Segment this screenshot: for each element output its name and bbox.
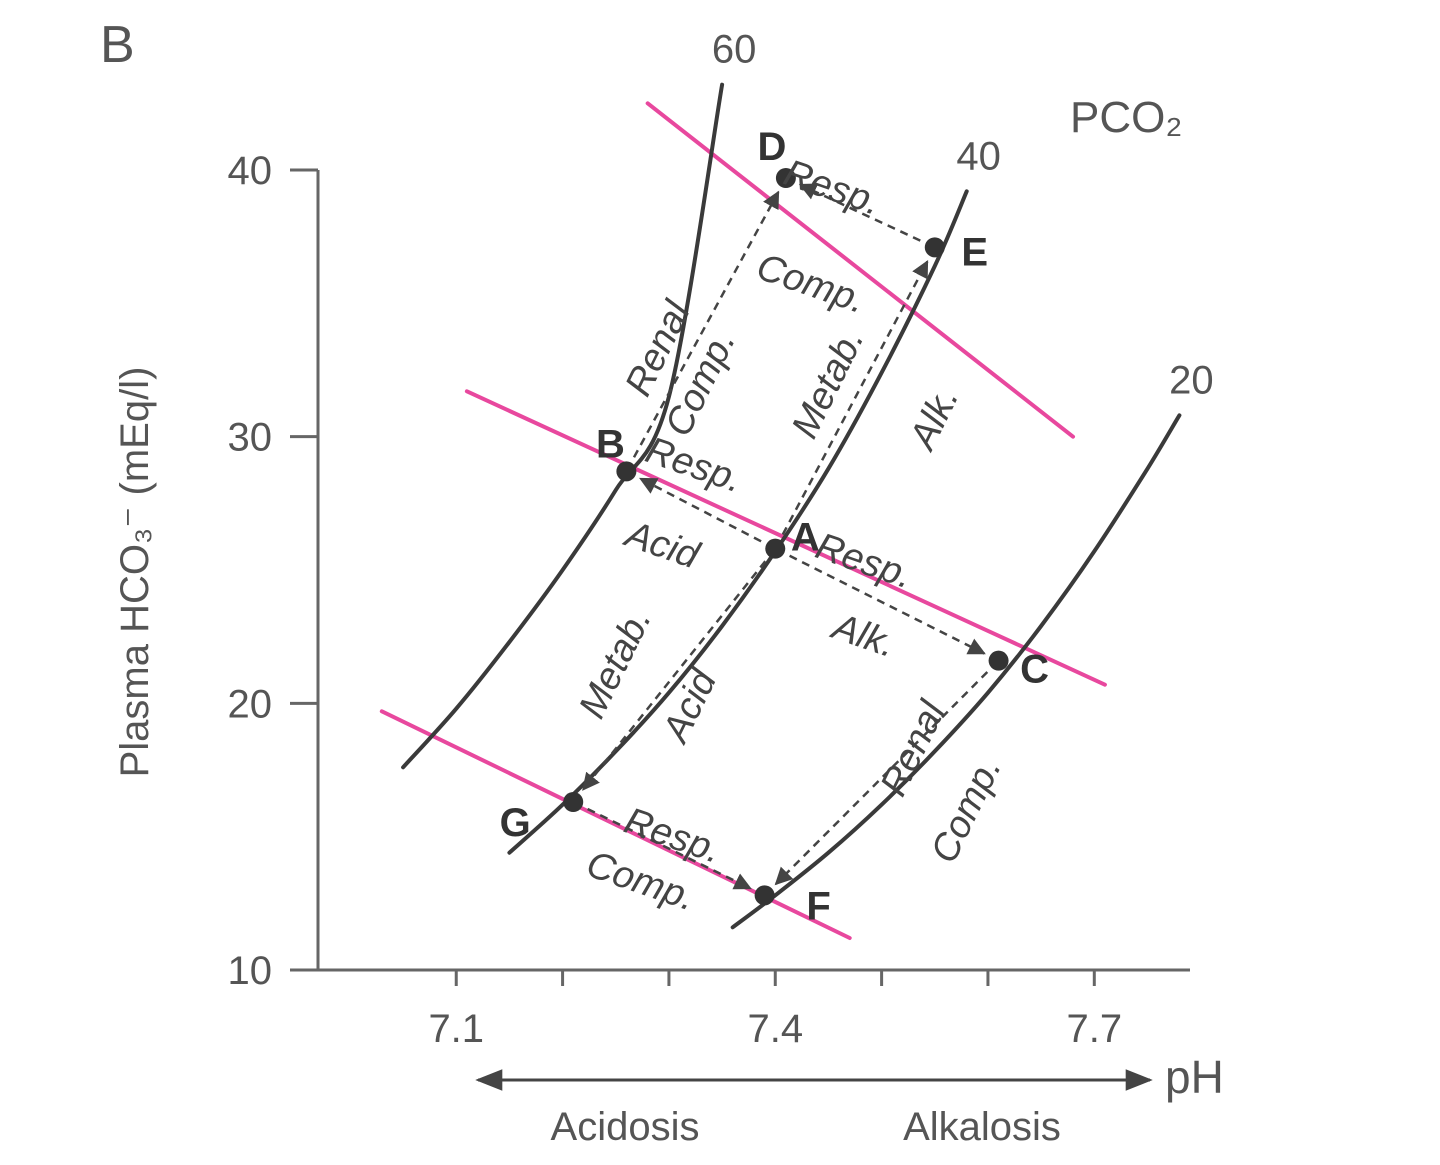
annotation-label: Acid bbox=[619, 513, 706, 578]
x-tick-label: 7.4 bbox=[747, 1007, 803, 1051]
point-label-E: E bbox=[961, 230, 988, 274]
data-points: A B C D E F G bbox=[500, 125, 1049, 928]
y-tick-label: 20 bbox=[228, 682, 273, 726]
point-A bbox=[765, 538, 786, 559]
arrow-G-to-F bbox=[587, 807, 752, 890]
point-D bbox=[775, 168, 796, 188]
annotation-label: Renal bbox=[873, 694, 955, 803]
acidosis-label: Acidosis bbox=[551, 1105, 700, 1149]
annotation-label: Alk. bbox=[826, 605, 901, 666]
point-E bbox=[924, 237, 945, 258]
buffer-line bbox=[379, 709, 852, 940]
isobar-labels: 60 40 20 bbox=[712, 28, 1214, 403]
point-label-B: B bbox=[596, 422, 625, 466]
axes bbox=[316, 170, 1190, 972]
annotation-label: Comp. bbox=[751, 246, 870, 322]
point-label-F: F bbox=[806, 884, 830, 928]
annotation-label: Alk. bbox=[901, 380, 967, 457]
isobar-label-40: 40 bbox=[956, 134, 1001, 178]
isobar-label-20: 20 bbox=[1169, 358, 1214, 402]
point-G bbox=[563, 792, 584, 812]
x-tick-label: 7.1 bbox=[428, 1007, 484, 1051]
arrow-A-to-B bbox=[639, 477, 762, 543]
isobar-title: PCO₂ bbox=[1070, 93, 1182, 142]
x-axis-label: pH bbox=[1165, 1051, 1224, 1103]
isobar-curve-60 bbox=[401, 82, 725, 770]
isobar-label-60: 60 bbox=[712, 28, 757, 72]
point-label-A: A bbox=[791, 516, 820, 560]
annotation-label: Resp. bbox=[810, 525, 918, 597]
point-B bbox=[616, 461, 637, 482]
x-ticks: 7.1 7.4 7.7 bbox=[428, 970, 1122, 1051]
point-label-C: C bbox=[1020, 648, 1049, 692]
annotation-label: Comp. bbox=[923, 751, 1010, 870]
point-C bbox=[988, 650, 1009, 671]
y-axis-label: Plasma HCO₃⁻ (mEq/l) bbox=[113, 367, 157, 778]
buffer-line bbox=[645, 101, 1076, 439]
point-F bbox=[754, 885, 775, 906]
y-tick-label: 40 bbox=[228, 149, 273, 193]
y-tick-label: 30 bbox=[228, 416, 273, 460]
x-tick-label: 7.7 bbox=[1066, 1007, 1122, 1051]
point-label-D: D bbox=[757, 125, 786, 169]
transition-arrows bbox=[582, 183, 989, 890]
arrow-A-to-G bbox=[582, 560, 767, 791]
annotation-label: Metab. bbox=[784, 322, 873, 445]
buffer-lines bbox=[379, 101, 1107, 940]
isobar-curve-20 bbox=[730, 413, 1182, 930]
annotation-label: Acid bbox=[654, 662, 726, 750]
alkalosis-label: Alkalosis bbox=[903, 1105, 1061, 1149]
y-tick-label: 10 bbox=[228, 949, 273, 993]
point-label-G: G bbox=[500, 801, 531, 845]
y-ticks: 10 20 30 40 bbox=[228, 149, 318, 993]
arrow-A-to-E bbox=[781, 259, 929, 536]
panel-label: B bbox=[100, 16, 135, 74]
annotation-label: Metab. bbox=[571, 602, 660, 725]
arrow-C-to-F bbox=[774, 671, 989, 886]
annotation-label: Resp. bbox=[779, 152, 887, 224]
